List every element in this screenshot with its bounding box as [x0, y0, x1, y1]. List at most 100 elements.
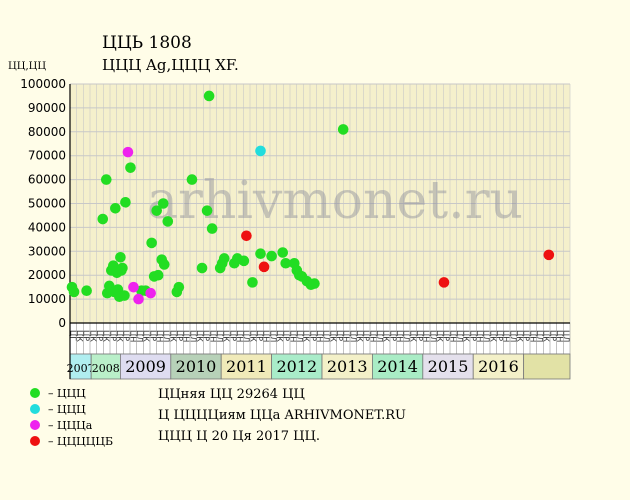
y-tick-label: 20000	[28, 268, 66, 282]
year-band	[523, 353, 571, 380]
column-label: ЦР	[148, 330, 157, 341]
year-band-label: 2010	[176, 357, 217, 376]
year-band-label: 2016	[478, 357, 519, 376]
column-label: ЦК	[168, 330, 177, 342]
column-label: ЦЛ	[562, 330, 571, 342]
y-axis-unit-label: ЦЦ,ЦЦ	[8, 61, 47, 72]
y-tick-label: 40000	[28, 220, 66, 234]
column-label: ЦК	[355, 330, 364, 342]
column-label: ЦЛ	[535, 330, 544, 342]
data-point	[196, 262, 208, 274]
column-label: ЦР	[468, 330, 477, 341]
column-label: ЦК	[462, 330, 471, 342]
chart-subtitle: ЦЦЦ Ag,ЦЦЦ XF.	[102, 56, 239, 74]
data-point	[247, 277, 258, 288]
column-label: ЦН	[262, 330, 271, 342]
y-tick-label: 100000	[20, 77, 66, 91]
data-point	[266, 250, 277, 262]
y-tick-label: 0	[58, 316, 66, 330]
y-tick-label: 60000	[28, 173, 66, 187]
legend-item: – ЦЦЦ	[30, 401, 113, 417]
column-label: ЦР	[442, 330, 451, 341]
legend-item: – ЦЦЦа	[30, 417, 113, 433]
column-label: ЦН	[422, 330, 431, 342]
data-point	[122, 146, 134, 158]
column-label: ЦЛ	[188, 330, 197, 342]
column-label: ЦР	[415, 330, 424, 341]
year-band	[372, 353, 424, 380]
column-label: ЦР	[95, 330, 104, 341]
data-point	[158, 259, 170, 270]
data-point	[337, 124, 349, 135]
legend-dot-red	[30, 436, 40, 446]
data-point	[120, 197, 131, 208]
data-point	[258, 261, 270, 273]
legend-dot-cyan	[30, 404, 40, 414]
data-point	[133, 293, 144, 305]
column-label: ЦК	[488, 330, 497, 342]
data-point	[110, 202, 121, 214]
data-point	[146, 237, 157, 249]
column-label: ЦЛ	[482, 330, 491, 342]
column-label: ЦЛ	[348, 330, 357, 342]
data-point	[238, 255, 250, 267]
column-label: ЦК	[302, 330, 311, 342]
column-label: ЦР	[548, 330, 557, 341]
year-band	[220, 353, 273, 380]
column-label: ЦР	[308, 330, 317, 341]
column-label: ЦК	[408, 330, 417, 342]
data-point	[68, 286, 80, 298]
column-label: ЦН	[528, 330, 537, 342]
y-tick-label: 80000	[28, 125, 66, 139]
legend-item: – ЦЦЦЦЦБ	[30, 433, 113, 449]
data-point	[162, 216, 174, 227]
data-point	[309, 278, 320, 289]
column-label: ЦЛ	[428, 330, 437, 342]
column-label: ЦК	[88, 330, 97, 342]
data-point	[201, 205, 213, 216]
year-band-label: 2007	[67, 362, 95, 375]
chart-title: ЦЦЬ 1808	[102, 33, 192, 53]
year-band-label: 2009	[125, 357, 166, 376]
data-point	[128, 281, 139, 293]
year-band-label: 2015	[428, 357, 469, 376]
column-label: ЦР	[202, 330, 211, 341]
legend-label: – ЦЦЦа	[48, 418, 93, 432]
column-label: ЦЛ	[508, 330, 517, 342]
column-label: ЦР	[108, 330, 117, 341]
column-label: ЦК	[102, 330, 111, 342]
column-label: ЦН	[448, 330, 457, 342]
legend-dot-magenta	[30, 420, 40, 430]
column-label: ЦК	[275, 330, 284, 342]
data-point	[151, 205, 162, 216]
column-label: ЦЛ	[135, 330, 144, 342]
column-label: ЦК	[75, 330, 84, 342]
year-band-label: 2012	[276, 357, 317, 376]
column-label: ЦЛ	[402, 330, 411, 342]
column-label: ЦН	[155, 330, 164, 342]
column-label: ЦГ	[68, 330, 77, 341]
column-label: ЦР	[362, 330, 371, 341]
data-point	[241, 230, 252, 242]
column-label: ЦН	[182, 330, 191, 342]
data-point	[280, 257, 292, 269]
year-band-label: 2013	[327, 357, 368, 376]
column-label: ЦР	[175, 330, 184, 341]
info-source: Ц ЦЦЦЦиям ЦЦа ARHIVMONET.RU	[158, 408, 406, 423]
column-label: ЦР	[335, 330, 344, 341]
column-label: ЦН	[395, 330, 404, 342]
column-label: ЦН	[288, 330, 297, 342]
y-tick-label: 50000	[28, 197, 66, 211]
column-label: ЦР	[522, 330, 531, 341]
column-label: ЦН	[128, 330, 137, 342]
y-tick-label: 10000	[28, 292, 66, 306]
legend-label: – ЦЦЦЦЦБ	[48, 434, 114, 448]
column-label: ЦК	[222, 330, 231, 342]
column-label: ЦЛ	[215, 330, 224, 342]
y-tick-label: 30000	[28, 244, 66, 258]
column-label: ЦН	[502, 330, 511, 342]
data-point	[255, 145, 266, 157]
column-label: ЦЛ	[295, 330, 304, 342]
year-band-label: 2011	[226, 357, 267, 376]
data-point	[117, 262, 128, 274]
